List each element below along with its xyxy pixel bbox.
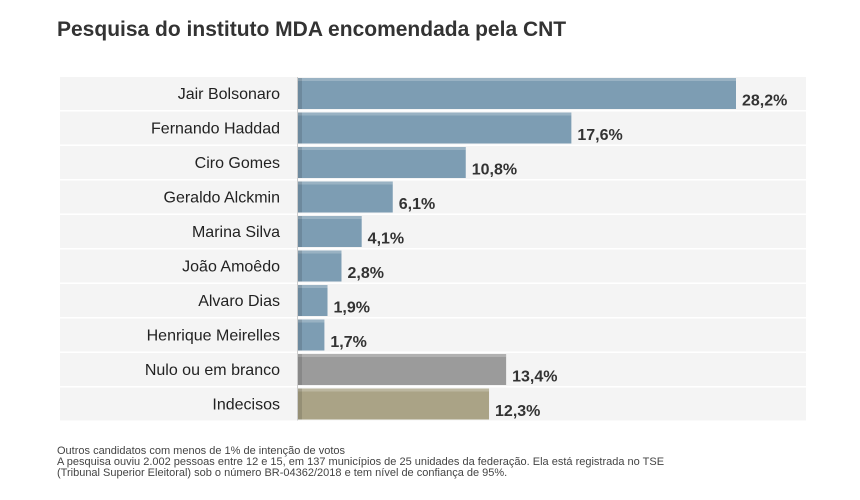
bar-shadow — [298, 112, 302, 144]
bar-shadow — [298, 216, 302, 247]
bar — [298, 319, 325, 351]
value-label: 2,8% — [347, 265, 383, 282]
row-background — [60, 318, 806, 352]
value-label: 28,2% — [742, 93, 787, 110]
bar-highlight — [298, 78, 736, 81]
bar-highlight — [298, 112, 572, 116]
value-label: 1,7% — [330, 334, 366, 351]
category-label: Geraldo Alckmin — [164, 190, 281, 207]
bar-highlight — [298, 354, 507, 357]
bar — [298, 216, 362, 247]
value-label: 10,8% — [472, 162, 517, 179]
category-label: Jair Bolsonaro — [178, 86, 280, 103]
chart-title: Pesquisa do instituto MDA encomendada pe… — [57, 18, 567, 41]
bar-shadow — [298, 285, 302, 316]
category-label: Indecisos — [212, 397, 280, 414]
row-background — [60, 284, 806, 317]
bar-shadow — [298, 388, 302, 420]
bar-shadow — [298, 354, 302, 385]
bar-highlight — [298, 388, 490, 392]
value-label: 4,1% — [368, 231, 404, 248]
bar-highlight — [298, 319, 325, 323]
footnote-line: A pesquisa ouviu 2.002 pessoas entre 12 … — [57, 456, 665, 468]
bar-chart: Jair Bolsonaro Fernando Haddad Ciro Gomes G… — [60, 77, 806, 421]
bar-shadow — [298, 78, 302, 109]
value-label: 1,9% — [334, 300, 370, 317]
category-label: Nulo ou em branco — [145, 362, 280, 379]
value-label: 12,3% — [495, 403, 540, 420]
category-labels: Jair Bolsonaro Fernando Haddad Ciro Gomes G… — [145, 86, 280, 414]
bar — [298, 112, 572, 144]
bar-highlight — [298, 216, 362, 219]
value-label: 13,4% — [512, 369, 557, 386]
footnote-line: Outros candidatos com menos de 1% de int… — [57, 445, 346, 457]
bar-highlight — [298, 181, 393, 185]
category-label: Fernando Haddad — [151, 121, 280, 138]
category-label: Alvaro Dias — [198, 293, 280, 310]
bar-shadow — [298, 181, 302, 213]
bar-highlight — [298, 147, 466, 150]
bar-shadow — [298, 147, 302, 178]
bar-highlight — [298, 285, 328, 288]
footnotes: Outros candidatos com menos de 1% de int… — [57, 446, 837, 479]
bar — [298, 285, 328, 316]
category-label: Henrique Meirelles — [147, 328, 280, 345]
bar — [298, 78, 736, 109]
bar — [298, 147, 466, 178]
bar — [298, 354, 507, 385]
bar — [298, 250, 342, 282]
row-backgrounds — [60, 77, 806, 421]
value-labels: 28,2% 17,6% 10,8% 6,1% 4,1% 2,8% 1,9% 1,7% 13,4%… — [330, 93, 787, 421]
bar-shadow — [298, 319, 302, 351]
category-label: Marina Silva — [192, 224, 280, 241]
category-label: João Amoêdo — [182, 259, 280, 276]
bar — [298, 181, 393, 213]
bar — [298, 388, 490, 420]
value-label: 17,6% — [577, 127, 622, 144]
bar-highlight — [298, 250, 342, 254]
footnote-line: (Tribunal Superior Eleitoral) sob o núme… — [57, 467, 508, 479]
row-background — [60, 215, 806, 248]
bars — [298, 78, 736, 420]
value-label: 6,1% — [399, 196, 435, 213]
row-background — [60, 180, 806, 214]
bar-shadow — [298, 250, 302, 282]
category-label: Ciro Gomes — [195, 155, 280, 172]
row-background — [60, 249, 806, 283]
